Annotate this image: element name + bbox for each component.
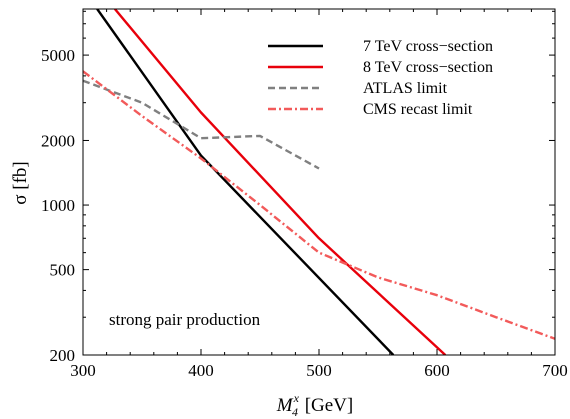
- series-layer: [83, 9, 555, 355]
- axis-tick-labels: 300 400 500 600 700 200 500 1000 2000 5000: [41, 46, 568, 380]
- x-axis-label-main: M: [276, 395, 294, 416]
- y-tick-label: 5000: [41, 46, 75, 65]
- y-tick-label: 1000: [41, 196, 75, 215]
- x-axis-label-unit: [GeV]: [300, 395, 353, 416]
- series-line-3: [83, 79, 320, 170]
- legend-label-4: CMS recast limit: [363, 101, 473, 118]
- x-tick-label: 700: [542, 361, 568, 380]
- series-line-1: [96, 9, 395, 355]
- x-axis-label-sub: 4: [292, 405, 298, 419]
- x-tick-label: 500: [306, 361, 332, 380]
- x-axis-label-sup: x: [293, 391, 300, 405]
- y-axis-label: σ [fb]: [10, 161, 31, 204]
- x-tick-label: 600: [424, 361, 450, 380]
- series-line-2: [113, 9, 447, 355]
- legend: 7 TeV cross−section 8 TeV cross−section AT…: [268, 38, 493, 118]
- y-tick-label: 2000: [41, 131, 75, 150]
- axis-ticks: [82, 9, 556, 356]
- annotation-text: strong pair production: [109, 310, 261, 329]
- legend-label-1: 7 TeV cross−section: [363, 38, 493, 55]
- x-axis-label: Mx 4 [GeV]: [276, 391, 353, 419]
- x-tick-label: 300: [70, 361, 96, 380]
- y-tick-label: 500: [50, 261, 76, 280]
- y-tick-label: 200: [50, 346, 76, 365]
- legend-label-2: 8 TeV cross−section: [363, 59, 493, 76]
- legend-label-3: ATLAS limit: [363, 80, 448, 97]
- x-tick-label: 400: [188, 361, 214, 380]
- series-line-4: [83, 70, 555, 340]
